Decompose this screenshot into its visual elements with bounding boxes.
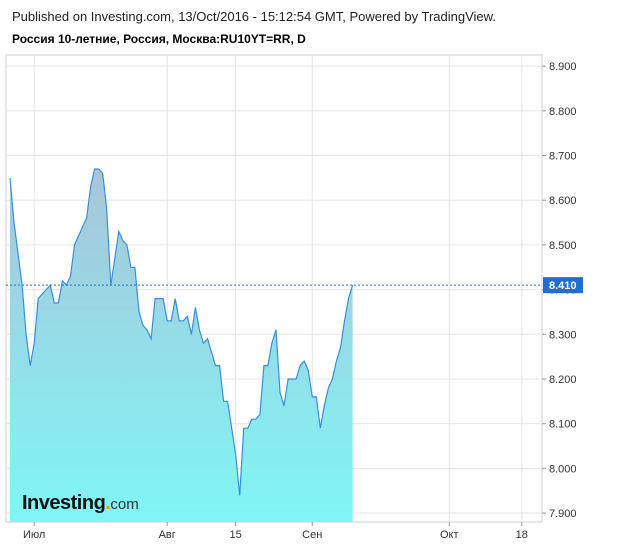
x-axis: Июл Авг 15 Сен Окт 18 — [23, 522, 528, 541]
investing-logo: Investing.com — [22, 492, 139, 515]
y-tick-label: 8.300 — [549, 329, 577, 341]
y-tick-label: 7.900 — [549, 508, 577, 520]
y-axis: 8.9008.8008.7008.6008.5008.4008.3008.200… — [542, 61, 577, 520]
y-tick-label: 8.700 — [549, 151, 577, 163]
y-tick-label: 8.200 — [549, 374, 577, 386]
symbol-title: Россия 10-летние, Россия, Москва:RU10YT=… — [12, 32, 306, 46]
x-tick-label: Окт — [440, 529, 459, 541]
x-tick-label: 15 — [230, 529, 242, 541]
y-tick-label: 8.000 — [549, 463, 577, 475]
chart-header: Published on Investing.com, 13/Oct/2016 … — [12, 8, 632, 48]
last-value-text: 8.410 — [549, 280, 577, 292]
published-line: Published on Investing.com, 13/Oct/2016 … — [12, 9, 496, 24]
last-value-badge: 8.410 — [543, 277, 583, 294]
x-tick-label: Сен — [302, 529, 322, 541]
y-tick-label: 8.500 — [549, 240, 577, 252]
y-tick-label: 8.800 — [549, 106, 577, 118]
x-tick-label: 18 — [516, 529, 528, 541]
last-value-badge-bg — [543, 277, 583, 294]
y-tick-label: 8.100 — [549, 419, 577, 431]
logo-dot: . — [105, 492, 111, 514]
y-tick-label: 8.600 — [549, 195, 577, 207]
logo-suffix: com — [110, 496, 139, 513]
logo-name: Investing — [22, 492, 106, 514]
x-tick-label: Июл — [23, 529, 45, 541]
y-tick-label: 8.900 — [549, 61, 577, 73]
price-line — [9, 168, 354, 496]
x-tick-label: Авг — [159, 529, 176, 541]
area-fill — [10, 169, 353, 522]
